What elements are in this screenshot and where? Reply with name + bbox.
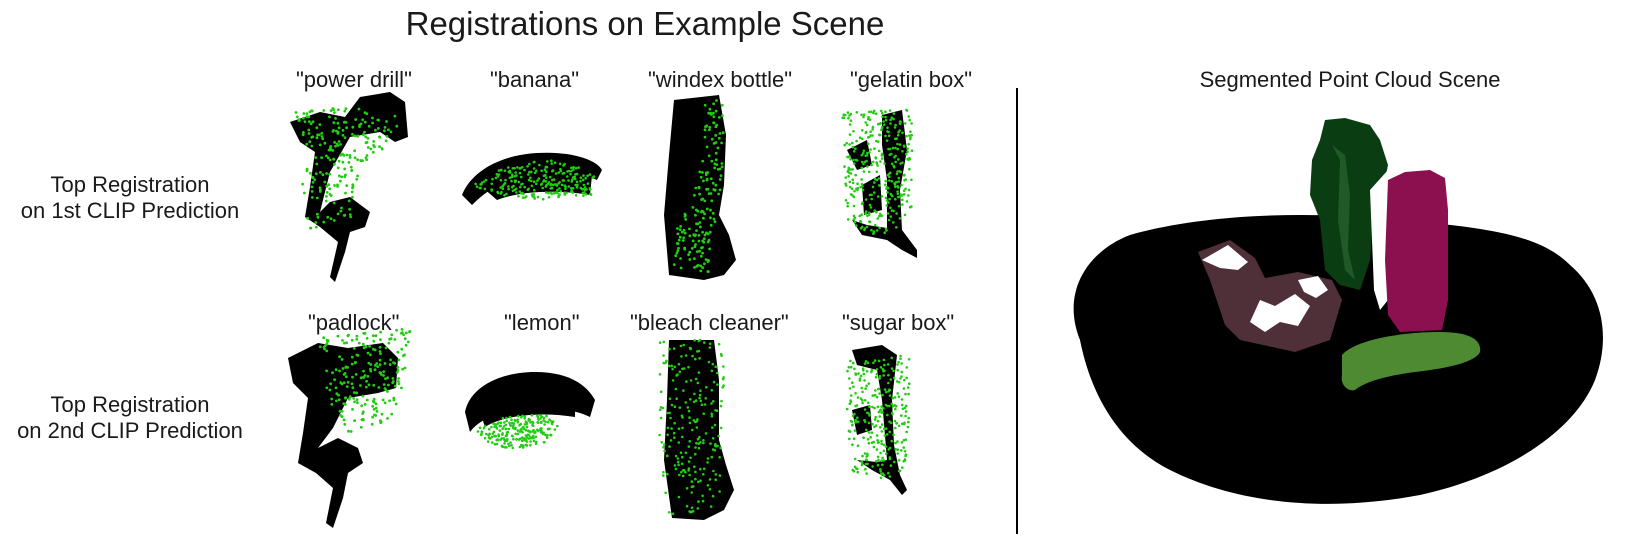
padlock-registered-points bbox=[318, 328, 412, 433]
object-label-lemon: "lemon" bbox=[504, 310, 580, 335]
object-label-padlock: "padlock" bbox=[308, 310, 400, 335]
bleach-registered-points bbox=[658, 338, 725, 516]
sugar-observed-cloud bbox=[852, 345, 907, 495]
registration-panel-padlock bbox=[288, 328, 412, 528]
object-label-banana: "banana" bbox=[490, 67, 580, 92]
segmented-point-cloud-scene bbox=[1073, 118, 1603, 504]
padlock-observed-cloud bbox=[288, 343, 398, 528]
object-label-bleach-cleaner: "bleach cleaner" bbox=[630, 310, 789, 335]
row-label-1-line1: Top Registration bbox=[50, 172, 210, 197]
object-label-gelatin-box: "gelatin box" bbox=[850, 67, 973, 92]
row-label-2-line2: on 2nd CLIP Prediction bbox=[17, 418, 243, 443]
scene-bottle-segment bbox=[1385, 170, 1448, 332]
banana-registered-points bbox=[474, 159, 596, 201]
object-label-power-drill: "power drill" bbox=[296, 67, 412, 92]
drill-registered-points bbox=[294, 107, 399, 230]
object-label-windex-bottle: "windex bottle" bbox=[648, 67, 793, 92]
row-label-1-line2: on 1st CLIP Prediction bbox=[20, 198, 240, 223]
registration-panel-sugar-box bbox=[845, 345, 911, 495]
scene-title: Segmented Point Cloud Scene bbox=[1199, 67, 1501, 92]
scene-drill-highlight bbox=[1332, 145, 1355, 280]
gelatin-observed-cloud bbox=[852, 110, 917, 258]
registration-panel-power-drill bbox=[290, 92, 408, 282]
registration-panel-lemon bbox=[465, 372, 595, 450]
registration-panel-banana bbox=[462, 152, 602, 205]
scene-white-gap-4 bbox=[1298, 276, 1328, 298]
section-divider bbox=[1016, 88, 1018, 534]
row-label-2-line1: Top Registration bbox=[50, 392, 210, 417]
scene-table-surface bbox=[1073, 215, 1603, 504]
sugar-registered-points bbox=[845, 354, 911, 480]
lemon-registered-points bbox=[476, 413, 559, 450]
row-label-2: Top Registration on 2nd CLIP Prediction bbox=[0, 392, 260, 444]
banana-observed-cloud bbox=[462, 152, 602, 205]
registration-panel-windex-bottle bbox=[664, 95, 736, 280]
drill-observed-cloud bbox=[290, 92, 408, 282]
scene-banana-segment bbox=[1341, 332, 1481, 391]
row-label-1: Top Registration on 1st CLIP Prediction bbox=[0, 172, 260, 224]
scene-white-gap-3 bbox=[1250, 294, 1310, 332]
registration-panel-gelatin-box bbox=[841, 108, 917, 258]
gelatin-registered-points bbox=[841, 108, 914, 235]
figure-title: Registrations on Example Scene bbox=[405, 5, 885, 42]
scene-white-gap-2 bbox=[1202, 245, 1248, 270]
registration-panel-bleach-cleaner bbox=[658, 338, 734, 520]
windex-registered-points bbox=[672, 99, 725, 273]
object-label-sugar-box: "sugar box" bbox=[842, 310, 955, 335]
